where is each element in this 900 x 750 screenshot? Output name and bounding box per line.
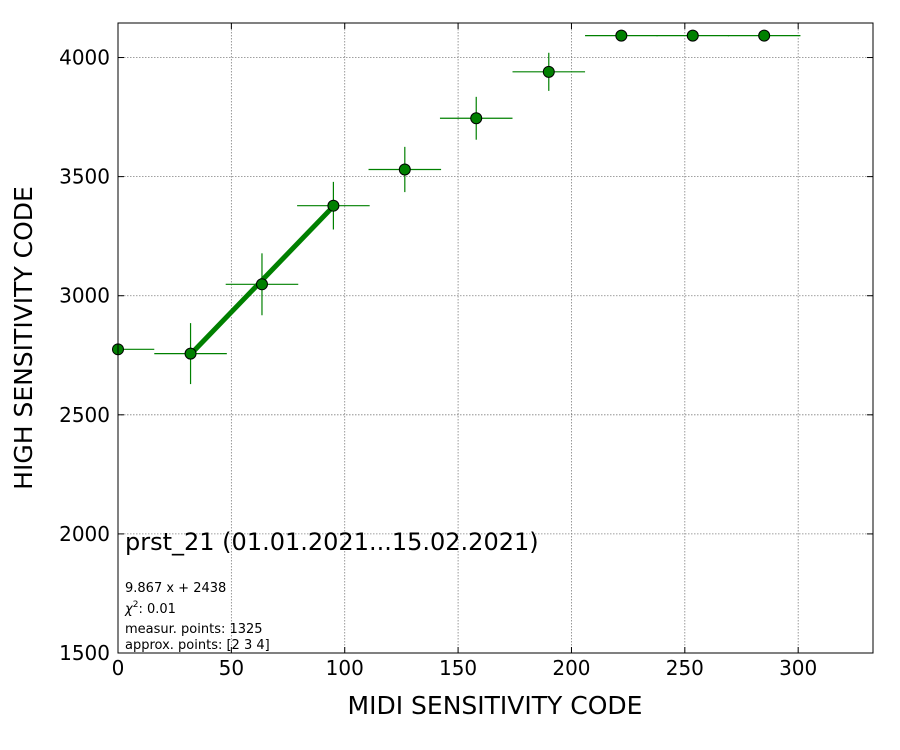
y-tick-label: 4000: [59, 46, 110, 70]
x-tick-label: 300: [779, 656, 817, 680]
data-point: [184, 347, 197, 360]
x-axis-label: MIDI SENSITIVITY CODE: [348, 691, 643, 720]
data-point: [686, 29, 699, 42]
grid: [118, 23, 873, 653]
data-point: [255, 278, 268, 291]
chi-square-label: χ2: 0.01: [124, 600, 176, 617]
measur-points-label: measur. points: 1325: [125, 622, 263, 637]
data-point: [470, 112, 483, 125]
y-tick-label: 2000: [59, 522, 110, 546]
approx-points-label: approx. points: [2 3 4]: [125, 638, 270, 653]
chi-superscript: 2: [133, 600, 139, 610]
x-tick-label: 200: [552, 656, 590, 680]
x-tick-label: 100: [326, 656, 364, 680]
data-point: [327, 199, 340, 212]
x-tick-label: 50: [219, 656, 244, 680]
data-point: [398, 163, 411, 176]
y-tick-label: 3500: [59, 165, 110, 189]
y-tick-label: 1500: [59, 641, 110, 665]
y-tick-label: 2500: [59, 403, 110, 427]
fit-formula: 9.867 x + 2438: [125, 581, 226, 596]
y-tick-label: 3000: [59, 284, 110, 308]
x-tick-label: 250: [666, 656, 704, 680]
data-point: [758, 29, 771, 42]
axis-ticks: 0 50 100 150 200 250 300 1500 2000 2500 3000 3500 40…: [59, 23, 873, 680]
x-tick-label: 0: [112, 656, 125, 680]
chi-symbol: χ: [124, 602, 134, 617]
y-axis-label: HIGH SENSITIVITY CODE: [9, 186, 38, 490]
data-point: [615, 29, 628, 42]
x-tick-label: 150: [439, 656, 477, 680]
data-point: [542, 65, 555, 78]
dataset-label: prst_21 (01.01.2021...15.02.2021): [125, 528, 539, 556]
plot-frame: [117, 22, 874, 654]
chi-value: : 0.01: [138, 602, 175, 617]
